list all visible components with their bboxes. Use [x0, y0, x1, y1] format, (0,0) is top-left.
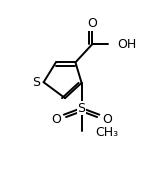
Text: CH₃: CH₃: [96, 126, 119, 139]
Text: S: S: [78, 101, 86, 115]
Text: S: S: [32, 76, 40, 89]
Text: O: O: [51, 114, 61, 126]
Text: O: O: [87, 17, 97, 30]
Text: O: O: [102, 114, 112, 126]
Text: OH: OH: [117, 38, 136, 51]
